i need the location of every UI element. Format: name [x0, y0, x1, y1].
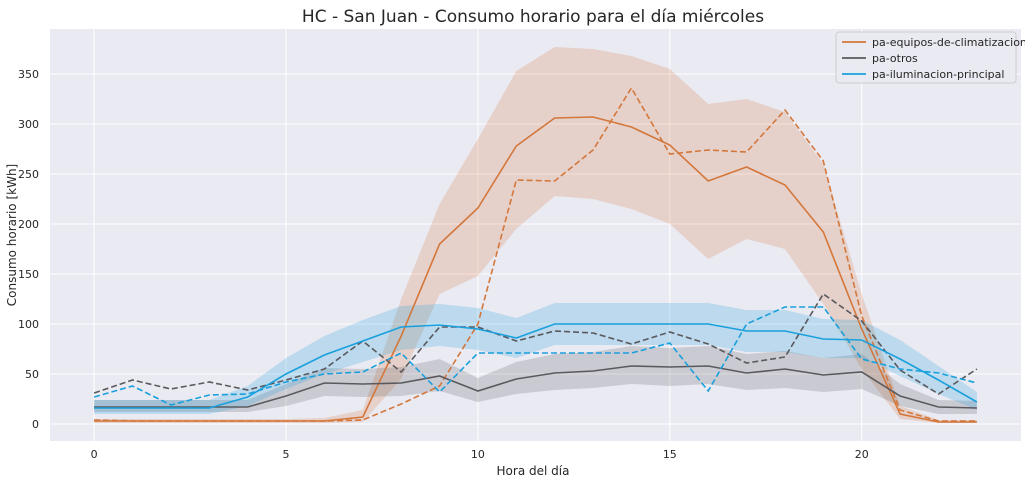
dashed-line: [94, 86, 977, 422]
y-tick-label: 0: [32, 418, 39, 431]
y-tick-label: 150: [18, 268, 39, 281]
x-tick-label: 20: [855, 448, 869, 461]
grid: [50, 29, 1021, 441]
chart-title: HC - San Juan - Consumo horario para el …: [302, 7, 764, 27]
legend-label: pa-otros: [872, 52, 918, 65]
x-tick-label: 5: [283, 448, 290, 461]
y-tick-label: 200: [18, 218, 39, 231]
legend: pa-equipos-de-climatizacion pa-otros pa-il…: [835, 31, 1025, 84]
mean-line: [94, 323, 978, 409]
y-tick-label: 50: [25, 368, 39, 381]
x-tick-label: 0: [91, 448, 98, 461]
x-axis-label: Hora del día: [497, 464, 570, 478]
y-axis-label: Consumo horario [kWh]: [5, 164, 19, 306]
confidence-band: [94, 346, 977, 414]
x-tick-label: 15: [663, 448, 677, 461]
y-tick-label: 350: [18, 68, 39, 81]
y-tick-label: 250: [18, 168, 39, 181]
y-tick-label: 300: [18, 118, 39, 131]
x-tick-label: 10: [471, 448, 485, 461]
series-lines: [93, 86, 978, 423]
dashed-line: [93, 306, 978, 406]
legend-label: pa-equipos-de-climatizacion: [872, 36, 1025, 49]
mean-line: [94, 365, 977, 409]
legend-box: [835, 31, 1017, 84]
legend-label: pa-iluminacion-principal: [872, 68, 1004, 81]
y-tick-label: 100: [18, 318, 39, 331]
